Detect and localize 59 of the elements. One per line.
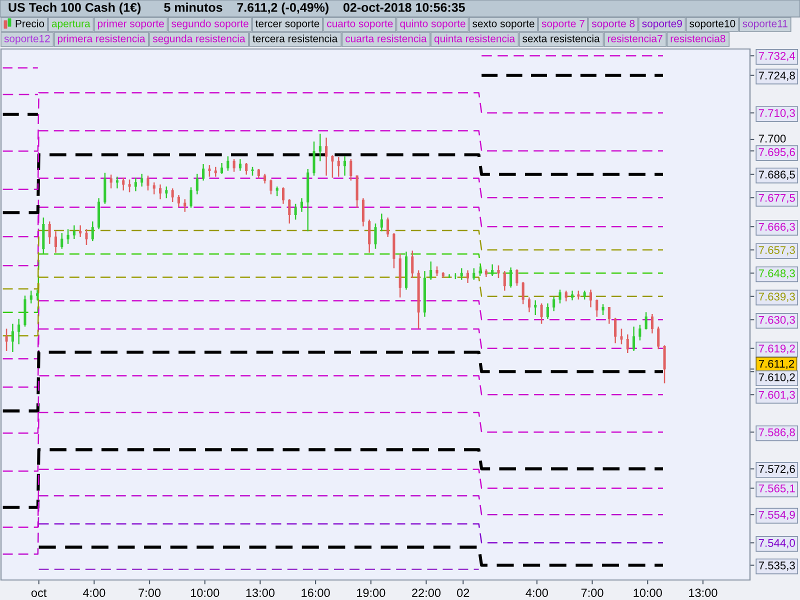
y-tick-label: 7.601,3 [758, 390, 795, 400]
series-label: resistencia7 [608, 34, 662, 42]
text: resistencia8 [670, 34, 726, 42]
text: quinta resistencia [434, 34, 516, 44]
y-tick-label: 7.657,3 [758, 246, 795, 256]
y-tick-label: 7.732,4 [758, 52, 796, 62]
text: tercer soporte [256, 20, 320, 30]
y-tick-label: 7.686,5 [758, 170, 795, 180]
text: sexta resistencia [522, 34, 600, 42]
y-tick-label: 7.695,6 [758, 148, 795, 158]
text: quinto soporte [400, 20, 466, 30]
x-tick-label: 02 [457, 588, 470, 598]
x-tick-label: 10:00 [190, 588, 220, 598]
text: segundo soporte [172, 20, 248, 30]
y-tick-label: 7.639,3 [758, 292, 795, 302]
y-tick-label: 7.611,2 [758, 360, 794, 370]
text: soporte11 [742, 20, 788, 30]
y-tick-label: 7.572,6 [758, 465, 795, 474]
y-tick-label: 7.630,3 [758, 316, 795, 326]
x-tick-label: 7:00 [581, 588, 604, 598]
text: soporte10 [690, 20, 736, 30]
x-tick-label: 4:00 [526, 588, 548, 598]
y-tick-label: 7.677,5 [758, 194, 795, 204]
y-tick-label: 7.666,3 [758, 222, 795, 232]
y-tick-label: 7.610,2 [758, 373, 795, 383]
text: segunda resistencia [152, 34, 246, 44]
y-tick-label: 7.648,3 [758, 269, 795, 279]
text: soporte 8 [592, 20, 635, 30]
text: soporte 7 [542, 20, 584, 30]
x-tick-label: 13:00 [689, 588, 718, 598]
x-tick-label: 19:00 [357, 588, 386, 598]
text: apertura [52, 20, 90, 30]
x-tick-label: 4:00 [82, 588, 106, 598]
x-tick-label: 10:00 [634, 588, 662, 598]
y-tick-label: 7.554,9 [758, 510, 795, 520]
y-tick-label: 7.565,1 [758, 484, 795, 494]
text: primer soporte [98, 20, 164, 30]
x-tick-label: 13:00 [246, 588, 275, 598]
y-tick-label: 7.619,2 [758, 344, 795, 354]
x-tick-label: 16:00 [302, 588, 330, 598]
text: soporte9 [642, 20, 682, 30]
y-tick-label: 7.710,3 [758, 109, 795, 118]
text: cuarto soporte [327, 20, 393, 30]
legend-label: Precio [16, 20, 44, 28]
text: primera resistencia [58, 34, 146, 44]
chart-title: US Tech 100 Cash (1€) [8, 2, 141, 14]
y-tick-label: 7.544,0 [758, 539, 795, 548]
y-tick-label: 7.724,8 [758, 72, 795, 81]
y-tick-label: 7.700 [758, 134, 786, 143]
text: cuarta resistencia [346, 34, 427, 42]
text: sexto soporte [472, 20, 534, 30]
text: tercera resistencia [252, 34, 338, 42]
y-tick-label: 7.535,3 [758, 562, 795, 571]
legend-label: soporte12 [4, 34, 50, 44]
x-tick-label: oct [31, 589, 47, 598]
x-tick-label: 22:00 [412, 588, 441, 598]
chart-subtitle: 5 minutos 7.611,2 (-0,49%) 02-oct-2018 10:56:35 [164, 2, 465, 14]
x-tick-label: 7:00 [138, 588, 161, 598]
y-tick-label: 7.586,8 [758, 428, 795, 438]
